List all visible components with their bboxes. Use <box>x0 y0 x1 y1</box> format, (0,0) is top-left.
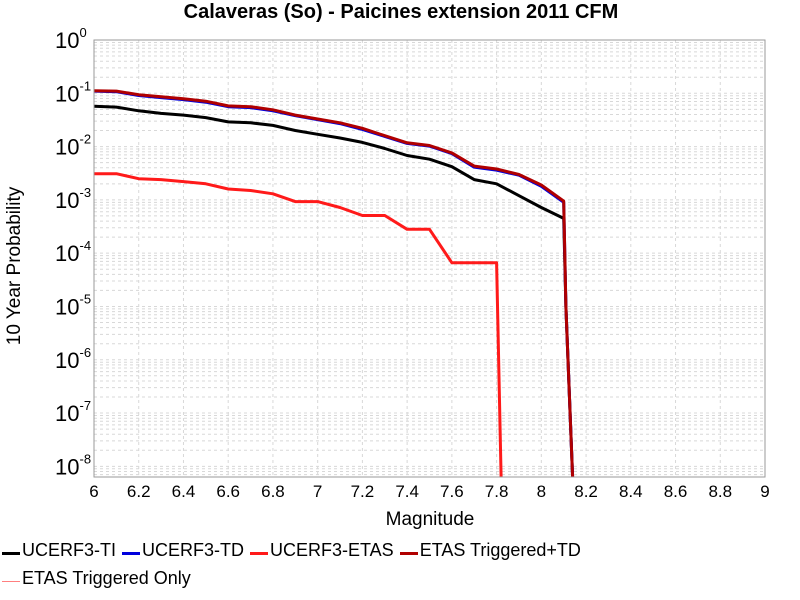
legend-label-etas-triggered-td: ETAS Triggered+TD <box>419 539 581 560</box>
legend-item-ucerf3-td: UCERF3-TD <box>122 540 244 561</box>
legend-item-ucerf3-etas: UCERF3-ETAS <box>250 540 394 561</box>
legend-swatch-ucerf3-ti <box>2 551 20 555</box>
x-tick-label: 8.8 <box>708 482 732 501</box>
legend: UCERF3-TI UCERF3-TD UCERF3-ETAS ETAS Tri… <box>0 536 800 592</box>
y-axis-label: 10 Year Probability <box>4 186 25 345</box>
x-tick-label: 6.6 <box>216 482 240 501</box>
legend-row-1: UCERF3-TI UCERF3-TD UCERF3-ETAS ETAS Tri… <box>0 536 800 564</box>
legend-item-etas-triggered-only: ETAS Triggered Only <box>2 568 191 589</box>
x-tick-label: 6.8 <box>261 482 285 501</box>
legend-swatch-ucerf3-etas <box>250 551 268 555</box>
y-tick-label: 10-7 <box>55 398 91 426</box>
legend-swatch-etas-triggered-only <box>2 580 20 582</box>
x-axis-ticks: 6 6.2 6.4 6.6 6.8 7 7.2 7.4 7.6 7.8 8 8.2 8.4 8.6 8.8 9 <box>89 482 769 501</box>
series-line-etas-triggered-td <box>93 89 575 478</box>
x-tick-label: 7.6 <box>440 482 464 501</box>
plot-frame <box>93 39 766 478</box>
legend-label-ucerf3-etas: UCERF3-ETAS <box>270 539 394 560</box>
y-tick-label: 10-2 <box>55 132 91 160</box>
legend-label-ucerf3-td: UCERF3-TD <box>142 539 244 560</box>
y-tick-label: 10-8 <box>55 451 91 479</box>
x-tick-label: 6.4 <box>172 482 196 501</box>
legend-swatch-ucerf3-td <box>122 551 140 555</box>
y-tick-label: 100 <box>55 25 87 53</box>
legend-swatch-etas-triggered-td <box>399 551 418 555</box>
x-tick-label: 7 <box>313 482 322 501</box>
x-axis-label: Magnitude <box>386 509 475 530</box>
y-tick-label: 10-1 <box>55 78 91 106</box>
chart-title: Calaveras (So) - Paicines extension 2011… <box>184 1 619 23</box>
y-tick-label: 10-5 <box>55 291 91 319</box>
x-tick-label: 8 <box>537 482 546 501</box>
y-tick-label: 10-6 <box>55 345 91 373</box>
y-axis-ticks: 100 10-1 10-2 10-3 10-4 10-5 10-6 10-7 10-8 <box>55 25 91 479</box>
y-tick-label: 10-3 <box>55 185 91 213</box>
x-tick-label: 7.8 <box>485 482 509 501</box>
series-line-ucerf3-ti <box>93 104 575 478</box>
x-tick-label: 8.4 <box>619 482 643 501</box>
x-tick-label: 6 <box>89 482 98 501</box>
y-tick-label: 10-4 <box>55 238 91 266</box>
series-line-ucerf3-etas <box>94 172 503 478</box>
legend-label-etas-triggered-only: ETAS Triggered Only <box>22 567 191 588</box>
legend-row-2: ETAS Triggered Only <box>0 564 800 592</box>
x-tick-label: 9 <box>760 482 769 501</box>
legend-item-etas-triggered-td: ETAS Triggered+TD <box>399 539 581 561</box>
legend-item-ucerf3-ti: UCERF3-TI <box>2 540 116 561</box>
x-tick-label: 7.2 <box>351 482 375 501</box>
x-tick-label: 6.2 <box>127 482 151 501</box>
legend-label-ucerf3-ti: UCERF3-TI <box>22 539 116 560</box>
x-tick-label: 8.6 <box>664 482 688 501</box>
series-lines <box>93 89 575 478</box>
x-tick-label: 8.2 <box>574 482 598 501</box>
x-tick-label: 7.4 <box>395 482 419 501</box>
